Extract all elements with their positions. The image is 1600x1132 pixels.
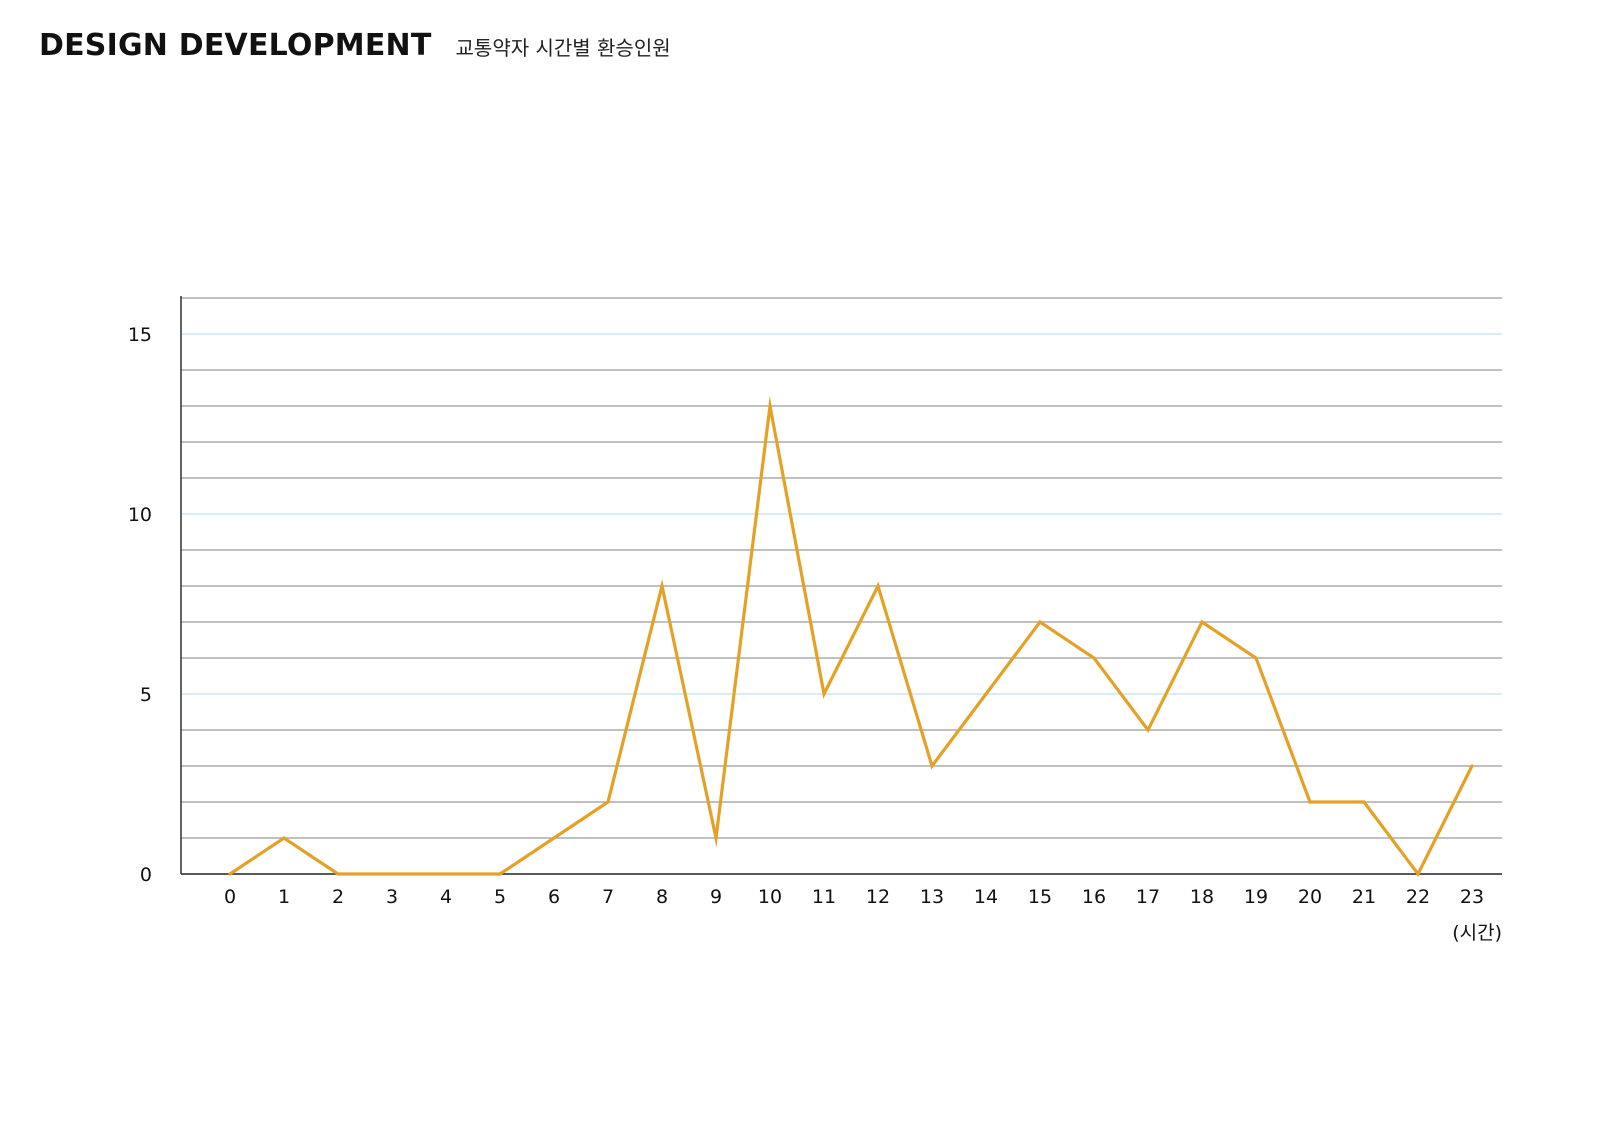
x-tick-label: 1 [278, 886, 290, 908]
data-point [1200, 620, 1204, 624]
y-tick-label: 15 [128, 324, 152, 346]
page-title: DESIGN DEVELOPMENT [39, 28, 432, 63]
series-layer [228, 395, 1474, 878]
data-point [876, 584, 880, 588]
x-tick-label: 0 [224, 886, 236, 908]
data-point [1092, 656, 1096, 660]
x-tick-label: 16 [1082, 886, 1106, 908]
x-tick-label: 17 [1136, 886, 1160, 908]
data-point [1254, 656, 1258, 660]
x-tick-label: 3 [386, 886, 398, 908]
data-point [660, 584, 664, 588]
data-point [444, 872, 448, 876]
y-tick-label: 5 [140, 684, 152, 706]
x-tick-label: 19 [1244, 886, 1268, 908]
data-point [930, 764, 934, 768]
data-point [1362, 800, 1366, 804]
x-tick-label: 14 [974, 886, 998, 908]
data-point [1416, 872, 1420, 876]
x-tick-label: 18 [1190, 886, 1214, 908]
x-tick-label: 2 [332, 886, 344, 908]
data-point [1146, 728, 1150, 732]
data-point [768, 404, 772, 408]
y-tick-label: 0 [140, 864, 152, 886]
x-tick-label: 10 [758, 886, 782, 908]
x-tick-label: 22 [1406, 886, 1430, 908]
x-tick-label: 11 [812, 886, 836, 908]
data-point [498, 872, 502, 876]
x-tick-label: 9 [710, 886, 722, 908]
x-tick-label: 23 [1460, 886, 1484, 908]
y-tick-label: 10 [128, 504, 152, 526]
data-point [390, 872, 394, 876]
x-axis-label: (시간) [1452, 922, 1502, 944]
data-point [984, 692, 988, 696]
data-point [1308, 800, 1312, 804]
data-point [822, 692, 826, 696]
x-tick-label: 4 [440, 886, 452, 908]
x-tick-label: 5 [494, 886, 506, 908]
x-tick-label: 15 [1028, 886, 1052, 908]
page-header: DESIGN DEVELOPMENT 교통약자 시간별 환승인원 [39, 28, 671, 63]
series-line [229, 395, 1474, 878]
x-tick-label: 7 [602, 886, 614, 908]
x-tick-label: 13 [920, 886, 944, 908]
x-tick-label: 12 [866, 886, 890, 908]
grid-layer [181, 297, 1502, 839]
data-point [714, 836, 718, 840]
data-point [606, 800, 610, 804]
x-tick-label: 8 [656, 886, 668, 908]
data-point [552, 836, 556, 840]
y-tick-labels: 0 5 10 15 [128, 324, 152, 886]
x-tick-label: 6 [548, 886, 560, 908]
page-subtitle: 교통약자 시간별 환승인원 [455, 36, 671, 60]
data-point [336, 872, 340, 876]
data-point [1470, 764, 1474, 768]
x-tick-label: 21 [1352, 886, 1376, 908]
x-tick-labels: 0 1 2 3 4 5 6 7 8 9 10 11 12 13 14 15 16 17 18 19 20 21 22 23 [224, 886, 1484, 908]
data-point [282, 836, 286, 840]
data-point [228, 872, 232, 876]
data-point [1038, 620, 1042, 624]
x-tick-label: 20 [1298, 886, 1322, 908]
